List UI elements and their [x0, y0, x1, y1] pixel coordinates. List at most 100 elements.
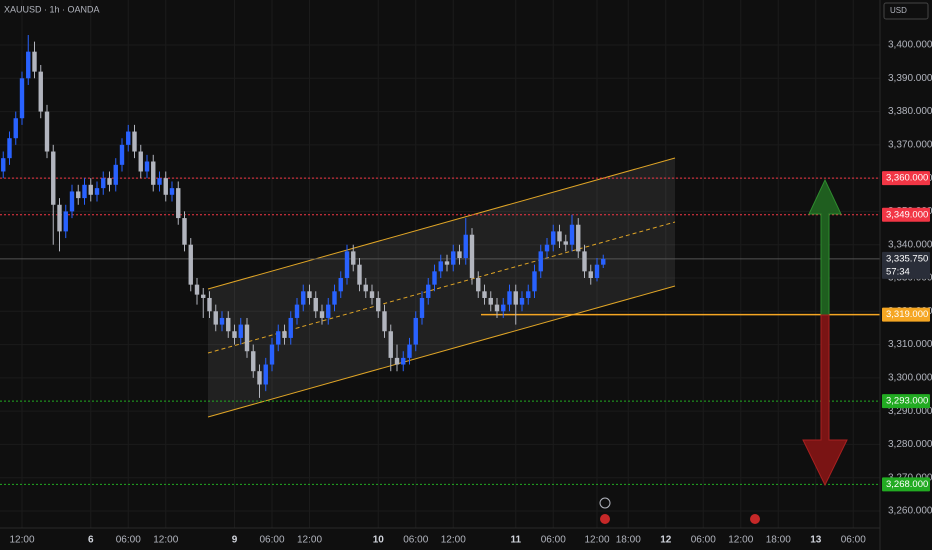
currency-box[interactable]	[883, 2, 929, 20]
candle-body	[251, 351, 256, 372]
candle-body	[182, 218, 187, 245]
x-tick-label: 13	[810, 535, 822, 546]
candle-body	[313, 297, 318, 312]
candle-body	[363, 284, 368, 292]
candle-body	[263, 364, 268, 385]
candle-body	[376, 297, 381, 312]
event-flag[interactable]	[750, 514, 760, 524]
candle-body	[201, 294, 206, 298]
candle-body	[432, 271, 437, 285]
x-tick-label: 12:00	[584, 535, 609, 546]
candle-body	[444, 261, 450, 265]
candle-body	[507, 291, 512, 305]
candle-body	[307, 291, 312, 298]
candle-body	[382, 311, 387, 332]
symbol-title: XAUUSD · 1h · OANDA	[4, 4, 100, 14]
channel-fill	[208, 158, 675, 417]
price-tag	[882, 207, 930, 222]
candle-body	[113, 164, 118, 185]
candle-body	[494, 304, 500, 312]
channel-mid	[207, 221, 676, 354]
candle-body	[551, 231, 556, 245]
candle-body	[63, 211, 68, 232]
x-tick-label: 06:00	[691, 535, 716, 546]
candle-body	[413, 317, 418, 345]
x-tick-label: 9	[232, 535, 238, 546]
candle-body	[476, 277, 481, 292]
price-tag	[882, 171, 930, 186]
tags: 3,360.000 3,349.000 3,319.000 3,293.000 3,26…	[882, 171, 930, 492]
candle-body	[388, 331, 393, 358]
candle-body	[513, 291, 518, 305]
candle-body	[576, 224, 581, 252]
x-tick-label: 12:00	[9, 535, 34, 546]
channel-lower	[207, 285, 676, 418]
candle-body	[538, 251, 543, 272]
x-tick-label: 12	[660, 535, 672, 546]
candle-body	[582, 251, 587, 272]
candle-body	[188, 244, 193, 285]
last-price-label: 3,335.750	[886, 253, 928, 264]
candle-body	[319, 311, 325, 318]
candle-body	[13, 118, 18, 139]
candle-body	[88, 184, 93, 195]
candle-body	[294, 304, 300, 318]
price-tag	[882, 307, 930, 322]
y-tick-label: 3,260.000	[888, 506, 932, 517]
x-tick-label: 12:00	[441, 535, 466, 546]
candle-body	[332, 291, 337, 305]
grid	[0, 0, 880, 528]
price-tag-label: 3,349.000	[886, 209, 928, 220]
candle-body	[144, 161, 150, 172]
candle-body	[463, 234, 468, 259]
candle-body	[107, 178, 112, 185]
candle-body	[94, 188, 100, 195]
price-tag-label: 3,319.000	[886, 309, 928, 320]
candle-body	[69, 191, 75, 212]
candle-body	[232, 331, 237, 338]
y-tick-label: 3,400.000	[888, 40, 932, 51]
candle-body	[44, 111, 50, 152]
event-flag[interactable]	[600, 514, 610, 524]
x-tick-label: 06:00	[541, 535, 566, 546]
candle-body	[451, 251, 456, 265]
candle-body	[126, 131, 131, 145]
candle-body	[76, 191, 81, 199]
x-tick-label: 06:00	[116, 535, 141, 546]
candle-body	[244, 324, 250, 352]
candle-body	[282, 331, 287, 338]
countdown: 57:34	[886, 266, 910, 277]
candle-body	[301, 291, 306, 305]
y-tick-label: 3,280.000	[888, 439, 932, 450]
y-tick-label: 3,380.000	[888, 106, 932, 117]
arrow-down	[802, 314, 848, 487]
candle-body	[357, 264, 362, 285]
price-tag	[882, 477, 930, 492]
last-price-tag	[882, 251, 930, 279]
candle-body	[7, 138, 12, 159]
candle-body	[401, 357, 406, 365]
price-tag-label: 3,360.000	[886, 173, 928, 184]
candles	[1, 35, 606, 398]
candle-body	[519, 297, 525, 305]
candle-body	[32, 51, 37, 72]
candle-body	[344, 251, 350, 278]
candle-body	[326, 304, 331, 318]
levels	[0, 177, 880, 485]
candle-body	[19, 78, 25, 119]
candle-body	[132, 131, 137, 152]
candle-body	[276, 331, 281, 345]
x-tick-label: 06:00	[841, 535, 866, 546]
candle-body	[588, 271, 593, 278]
x-tick-label: 18:00	[616, 535, 641, 546]
channel-upper	[207, 157, 676, 290]
candle-body	[569, 224, 575, 245]
currency: USD	[890, 6, 907, 15]
candle-body	[288, 317, 293, 338]
price-tag-label: 3,293.000	[886, 396, 928, 407]
candle-body	[351, 251, 356, 265]
event-icon[interactable]	[599, 497, 611, 509]
